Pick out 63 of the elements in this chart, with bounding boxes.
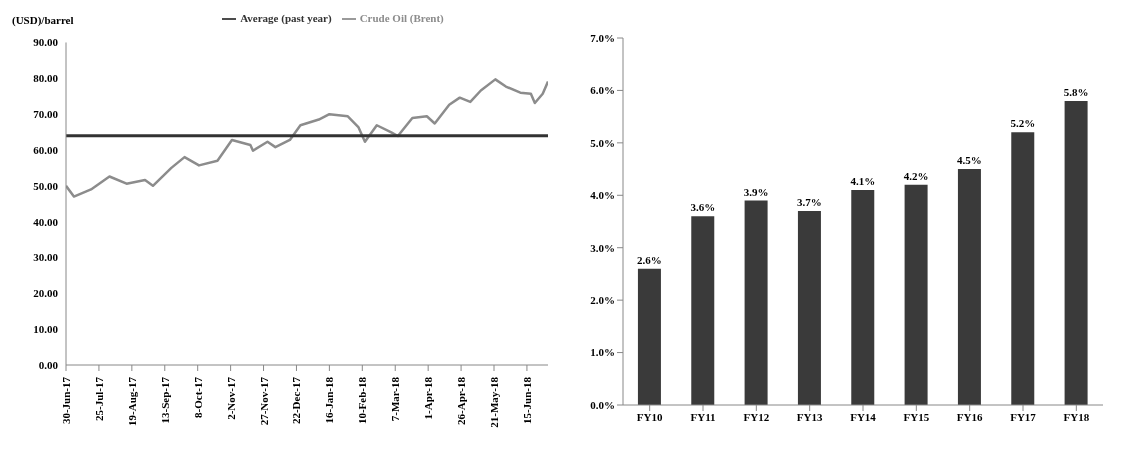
bar [1064, 100, 1088, 405]
bar [851, 190, 875, 405]
y-tick-label: 1.0% [590, 346, 615, 359]
y-tick-label: 3.0% [590, 241, 615, 254]
x-tick-label: 1-Apr-18 [422, 376, 435, 420]
x-tick-label: FY13 [796, 410, 823, 423]
x-tick-label: FY17 [1010, 410, 1037, 423]
x-tick-label: 27-Nov-17 [257, 376, 270, 426]
y-tick-label: 0.00 [38, 358, 59, 371]
x-tick-label: 13-Sep-17 [158, 376, 171, 424]
data-label: 5.8% [1063, 85, 1089, 98]
legend-label: Average (past year) [240, 12, 332, 24]
y-tick-label: 40.00 [33, 215, 59, 228]
y-tick-label: 70.00 [33, 108, 59, 121]
x-tick-label: 21-May-18 [488, 376, 501, 428]
x-tick-label: FY15 [903, 410, 930, 423]
bar [744, 200, 768, 405]
bar [904, 184, 928, 405]
x-tick-label: 22-Dec-17 [290, 376, 303, 425]
data-label: 4.5% [957, 154, 982, 167]
data-label: 3.7% [797, 196, 822, 209]
y-axis-title: (USD)/barrel [12, 14, 74, 26]
y-tick-label: 30.00 [33, 251, 59, 264]
x-tick-label: FY18 [1063, 410, 1090, 423]
bar [691, 216, 715, 405]
y-tick-label: 60.00 [33, 143, 59, 156]
y-tick-label: 6.0% [590, 84, 615, 97]
bar [637, 268, 661, 405]
y-tick-label: 50.00 [33, 179, 59, 192]
x-tick-label: 30-Jun-17 [60, 376, 72, 425]
bar [797, 211, 821, 405]
x-tick-label: 19-Aug-17 [125, 376, 138, 426]
data-label: 4.2% [903, 169, 929, 182]
legend-label: Crude Oil (Brent) [359, 12, 444, 24]
y-tick-label: 20.00 [33, 287, 59, 300]
x-tick-label: 16-Jan-18 [323, 376, 336, 424]
x-tick-label: 25-Jul-17 [92, 376, 105, 421]
data-label: 5.2% [1010, 117, 1036, 130]
y-tick-label: 2.0% [590, 294, 615, 307]
y-tick-label: 90.00 [33, 36, 59, 49]
y-tick-label: 4.0% [590, 189, 615, 202]
x-tick-label: 2-Nov-17 [224, 376, 237, 420]
y-tick-label: 5.0% [590, 136, 615, 149]
x-tick-label: 26-Apr-18 [455, 376, 468, 425]
data-label: 2.6% [637, 253, 662, 266]
bar [957, 169, 981, 405]
data-label: 3.9% [743, 185, 769, 198]
x-tick-label: FY14 [850, 410, 877, 423]
x-tick-label: 7-Mar-18 [389, 376, 402, 422]
bar [1011, 132, 1035, 405]
y-tick-label: 7.0% [590, 31, 615, 44]
x-tick-label: FY16 [956, 410, 983, 423]
data-label: 4.1% [850, 175, 876, 188]
x-tick-label: 15-Jun-18 [520, 376, 533, 425]
x-tick-label: 10-Feb-18 [356, 376, 369, 425]
y-tick-label: 10.00 [33, 323, 59, 336]
x-tick-label: 8-Oct-17 [191, 376, 204, 418]
x-tick-label: FY12 [743, 410, 770, 423]
x-tick-label: FY10 [636, 410, 663, 423]
data-label: 3.6% [690, 201, 716, 214]
y-tick-label: 80.00 [33, 72, 59, 85]
x-tick-label: FY11 [690, 410, 716, 423]
y-tick-label: 0.0% [590, 398, 615, 411]
